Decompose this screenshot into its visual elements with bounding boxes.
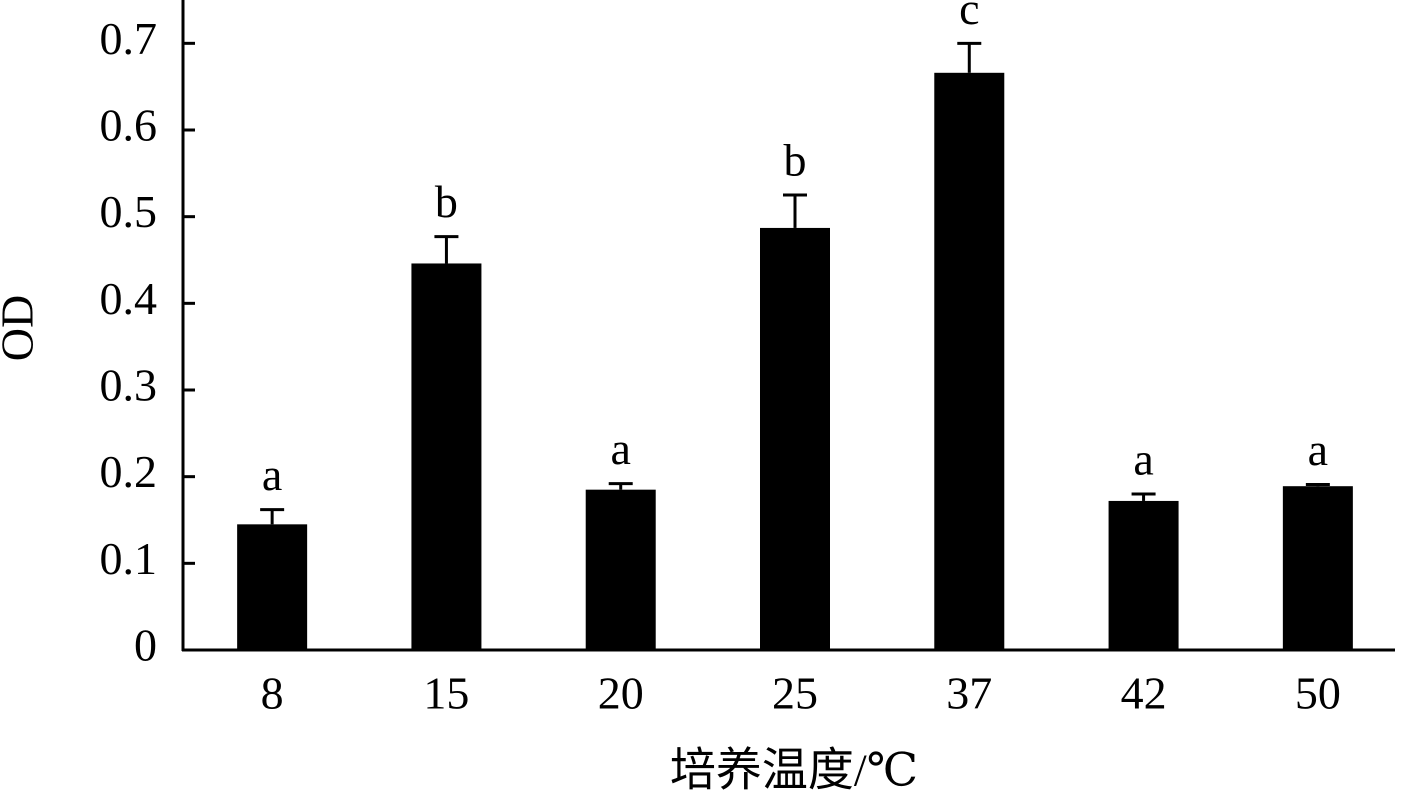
y-tick-label: 0.2 [100, 446, 158, 497]
x-tick-label: 42 [1121, 668, 1167, 719]
significance-letter: b [784, 135, 807, 186]
y-tick-label: 0.1 [100, 533, 158, 584]
x-tick-label: 15 [423, 668, 469, 719]
x-axis-label: 培养温度/℃ [670, 745, 918, 796]
y-tick-label: 0.4 [100, 273, 158, 324]
bar [1108, 500, 1179, 650]
x-tick-label: 50 [1295, 668, 1341, 719]
bar [585, 489, 656, 650]
y-axis-label: OD [0, 295, 43, 361]
x-tick-label: 20 [598, 668, 644, 719]
x-tick-label: 37 [946, 668, 992, 719]
y-tick-label: 0.7 [100, 13, 158, 64]
y-tick-label: 0.6 [100, 100, 158, 151]
y-tick-label: 0.3 [100, 360, 158, 411]
x-tick-label: 25 [772, 668, 818, 719]
bar [760, 227, 830, 650]
significance-letter: a [1308, 424, 1328, 475]
bar [934, 72, 1005, 651]
bar [237, 524, 308, 650]
significance-letter: c [959, 0, 979, 34]
significance-letter: a [611, 423, 631, 474]
significance-letter: b [435, 176, 458, 227]
y-tick-label: 0.5 [100, 186, 158, 237]
x-tick-label: 8 [261, 668, 284, 719]
significance-letter: a [262, 449, 282, 500]
bar [1282, 486, 1353, 650]
significance-letter: a [1133, 434, 1153, 485]
y-tick-label: 0 [134, 620, 157, 671]
bar [411, 263, 482, 650]
